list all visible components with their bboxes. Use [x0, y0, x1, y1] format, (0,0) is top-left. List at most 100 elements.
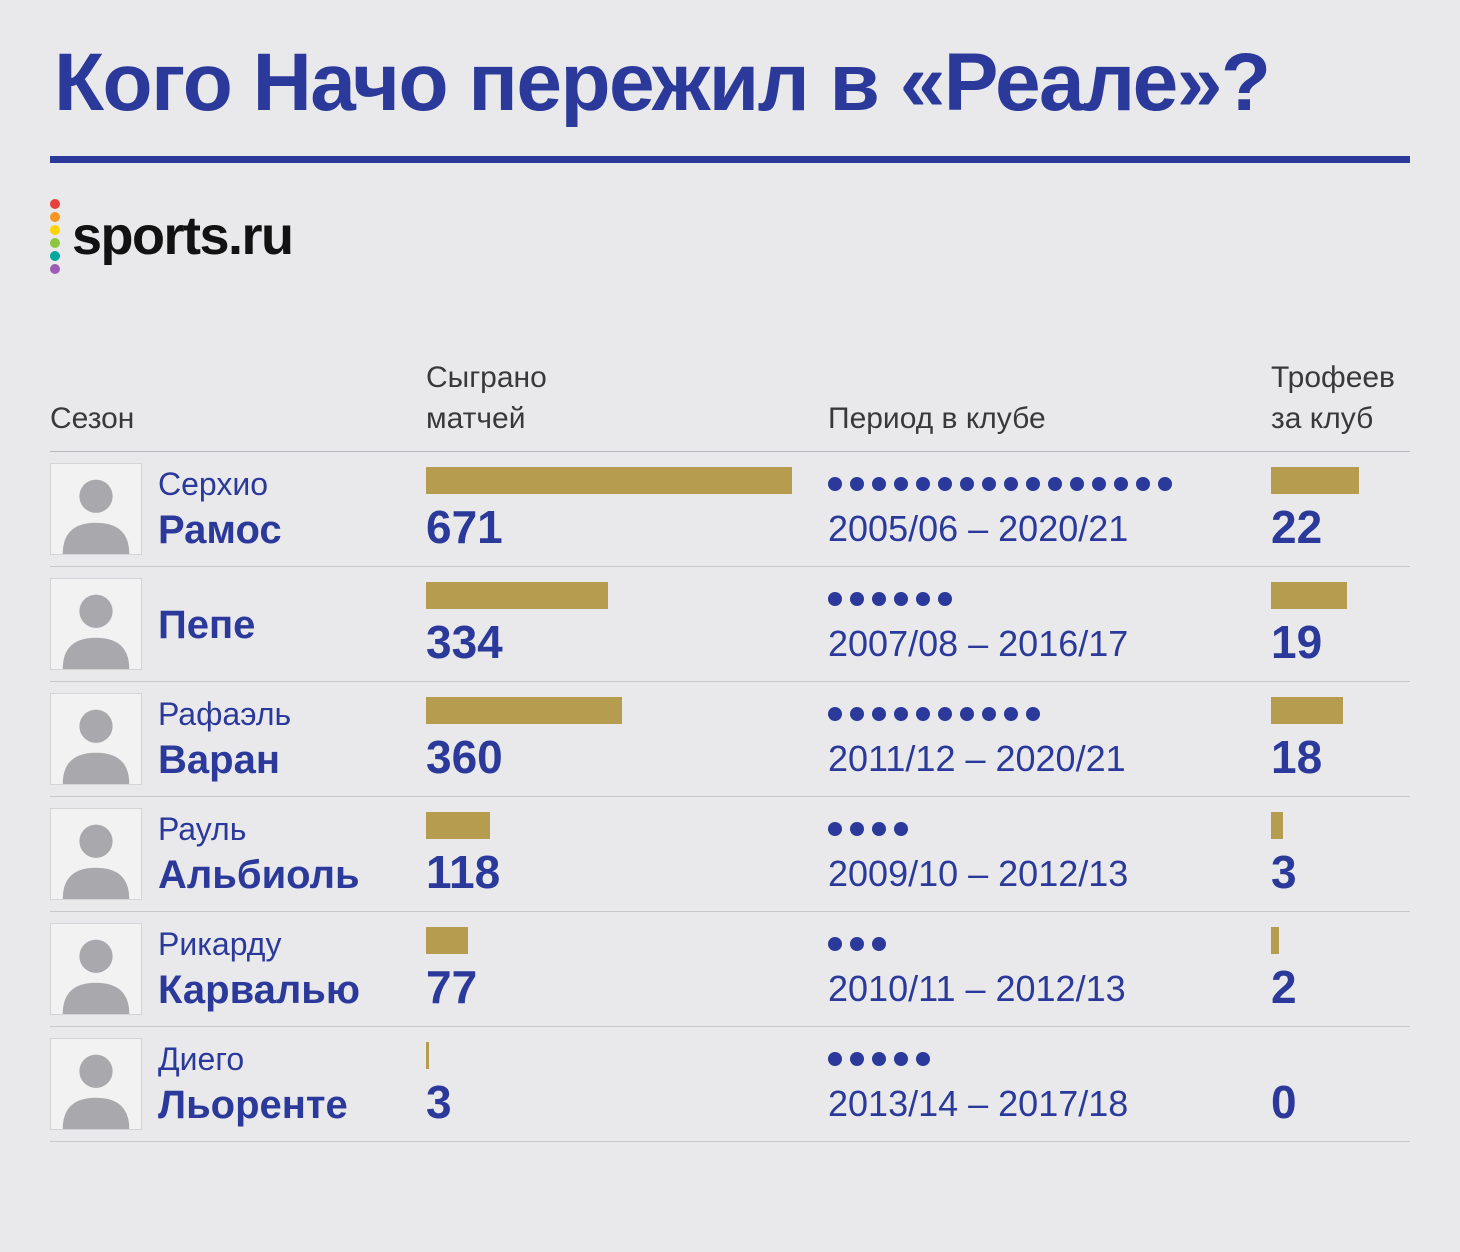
- player-first-name: Диего: [158, 1041, 245, 1078]
- matches-bar-track: [426, 696, 828, 724]
- season-dot: [850, 477, 864, 492]
- player-name: Рафаэль Варан: [158, 694, 426, 784]
- matches-bar: [426, 1041, 429, 1069]
- season-dot: [938, 707, 952, 722]
- player-photo: [50, 808, 142, 901]
- table-row: Диего Льоренте 3 2013/14 – 2017/18 0: [50, 1027, 1410, 1143]
- header-period: Период в клубе: [828, 401, 1046, 435]
- period-value: 2011/12 – 2020/21: [828, 737, 1126, 779]
- header-trophies: Трофеев за клуб: [1271, 358, 1410, 439]
- player-name: Диего Льоренте: [158, 1039, 426, 1129]
- player-silhouette-icon: [51, 464, 141, 555]
- logo-dot: [50, 238, 60, 249]
- season-dot: [828, 477, 842, 492]
- player-first-name: Рафаэль: [158, 696, 292, 733]
- season-dot: [982, 477, 996, 492]
- player-last-name: Варан: [158, 738, 280, 783]
- season-dot: [894, 477, 908, 492]
- season-dot: [828, 592, 842, 607]
- season-dot: [828, 707, 842, 722]
- matches-bar-track: [426, 466, 828, 494]
- trophies-cell: 19: [1271, 581, 1410, 666]
- matches-bar-track: [426, 581, 828, 609]
- trophies-bar-track: [1271, 1042, 1410, 1069]
- season-dot: [872, 937, 886, 952]
- season-dot: [894, 1052, 908, 1067]
- matches-value: 3: [426, 1075, 452, 1128]
- player-last-name: Карвалью: [158, 968, 361, 1013]
- matches-bar-track: [426, 926, 828, 954]
- player-name: Пепе: [158, 599, 426, 649]
- logo-dot: [50, 225, 60, 236]
- matches-cell: 360: [426, 696, 828, 781]
- logo-dot: [50, 251, 60, 262]
- season-dot: [1048, 477, 1062, 492]
- player-photo: [50, 463, 142, 556]
- matches-bar: [426, 696, 622, 724]
- season-dots: [828, 816, 1271, 843]
- season-dot: [872, 477, 886, 492]
- season-dots: [828, 1046, 1271, 1073]
- season-dots: [828, 931, 1271, 958]
- trophies-cell: 2: [1271, 926, 1410, 1011]
- infographic: Кого Начо пережил в «Реале»? sports.ru С…: [50, 39, 1410, 1143]
- season-dot: [1158, 477, 1172, 492]
- player-name: Серхио Рамос: [158, 464, 426, 554]
- matches-value: 334: [426, 615, 503, 668]
- player-photo-cell: [50, 1038, 158, 1131]
- season-dot: [1136, 477, 1150, 492]
- player-photo: [50, 1038, 142, 1131]
- season-dot: [850, 937, 864, 952]
- player-photo: [50, 923, 142, 1016]
- season-dot: [1092, 477, 1106, 492]
- matches-value: 671: [426, 500, 503, 553]
- logo-dot: [50, 264, 60, 275]
- table-header: Сезон Сыграно матчей Период в клубе Троф…: [50, 358, 1410, 453]
- season-dot: [828, 937, 842, 952]
- season-dot: [982, 707, 996, 722]
- season-dot: [850, 592, 864, 607]
- matches-bar: [426, 466, 792, 494]
- trophies-value: 3: [1271, 845, 1297, 898]
- logo-dot: [50, 199, 60, 210]
- season-dot: [1026, 477, 1040, 492]
- season-dot: [850, 707, 864, 722]
- period-cell: 2005/06 – 2020/21: [828, 471, 1271, 548]
- player-silhouette-icon: [51, 1039, 141, 1130]
- period-cell: 2011/12 – 2020/21: [828, 701, 1271, 778]
- season-dots: [828, 586, 1271, 613]
- player-name: Рауль Альбиоль: [158, 809, 426, 899]
- season-dot: [1114, 477, 1128, 492]
- player-photo-cell: [50, 578, 158, 671]
- season-dot: [960, 707, 974, 722]
- player-first-name: Рауль: [158, 811, 247, 848]
- trophies-bar: [1271, 581, 1347, 609]
- period-cell: 2009/10 – 2012/13: [828, 816, 1271, 893]
- season-dot: [1004, 477, 1018, 492]
- season-dot: [894, 707, 908, 722]
- season-dot: [916, 592, 930, 607]
- period-value: 2009/10 – 2012/13: [828, 852, 1129, 894]
- trophies-bar: [1271, 696, 1343, 724]
- matches-bar-track: [426, 1041, 828, 1069]
- trophies-cell: 18: [1271, 696, 1410, 781]
- trophies-bar: [1271, 466, 1359, 494]
- players-table: Сезон Сыграно матчей Период в клубе Троф…: [50, 358, 1410, 1143]
- player-silhouette-icon: [51, 809, 141, 900]
- sports-ru-logo: sports.ru: [50, 197, 1410, 275]
- matches-cell: 671: [426, 466, 828, 553]
- season-dot: [938, 592, 952, 607]
- matches-bar: [426, 581, 608, 609]
- period-value: 2010/11 – 2012/13: [828, 967, 1126, 1009]
- season-dot: [872, 707, 886, 722]
- period-value: 2007/08 – 2016/17: [828, 622, 1129, 664]
- player-silhouette-icon: [51, 579, 141, 670]
- title-underline: [50, 156, 1410, 164]
- season-dot: [960, 477, 974, 492]
- header-matches-line1: Сыграно: [426, 361, 547, 395]
- season-dot: [828, 1052, 842, 1067]
- player-silhouette-icon: [51, 924, 141, 1015]
- season-dot: [872, 822, 886, 837]
- season-dot: [872, 592, 886, 607]
- season-dot: [894, 822, 908, 837]
